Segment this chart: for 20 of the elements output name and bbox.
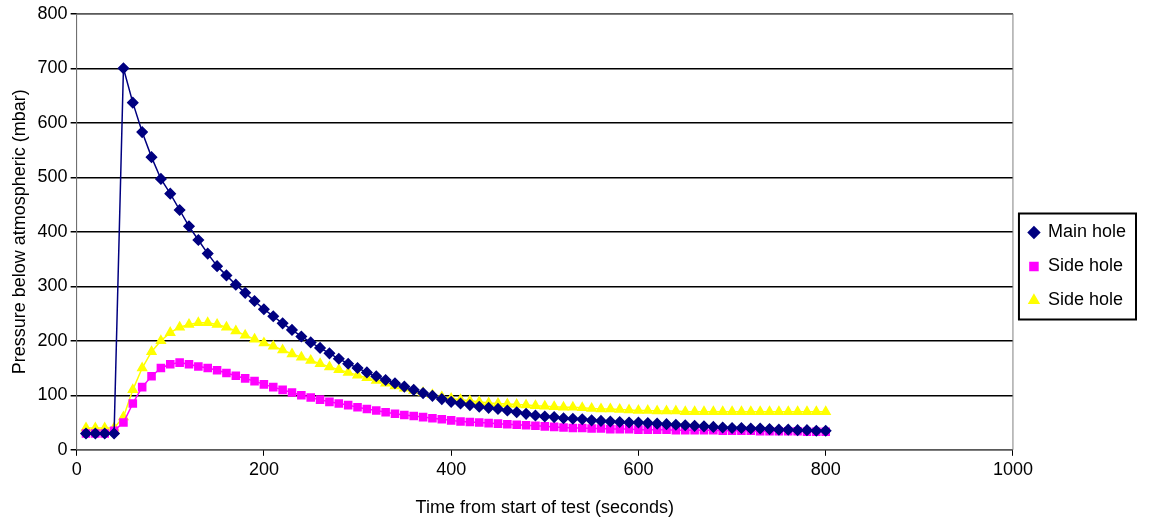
x-tick-label: 200	[248, 458, 279, 479]
y-tick-label: 600	[37, 111, 68, 132]
y-tick-label: 800	[37, 2, 68, 23]
y-tick-label: 200	[37, 329, 68, 350]
legend-label: Side hole	[1047, 255, 1124, 276]
y-tick-label: 700	[37, 57, 68, 78]
y-tick-label: 0	[57, 438, 68, 459]
legend-label: Side hole	[1047, 289, 1124, 310]
x-tick-label: 400	[436, 458, 467, 479]
y-tick-label: 400	[37, 220, 68, 241]
y-axis-title: Pressure below atmospheric (mbar)	[8, 89, 29, 375]
x-tick-label: 0	[71, 458, 82, 479]
x-tick-label: 600	[623, 458, 654, 479]
legend-label: Main hole	[1047, 221, 1126, 242]
y-tick-label: 100	[37, 384, 68, 405]
y-tick-label: 500	[37, 166, 68, 187]
x-tick-label: 800	[810, 458, 841, 479]
x-tick-label: 1000	[992, 458, 1033, 479]
x-axis-title: Time from start of test (seconds)	[415, 497, 674, 518]
y-tick-label: 300	[37, 275, 68, 296]
